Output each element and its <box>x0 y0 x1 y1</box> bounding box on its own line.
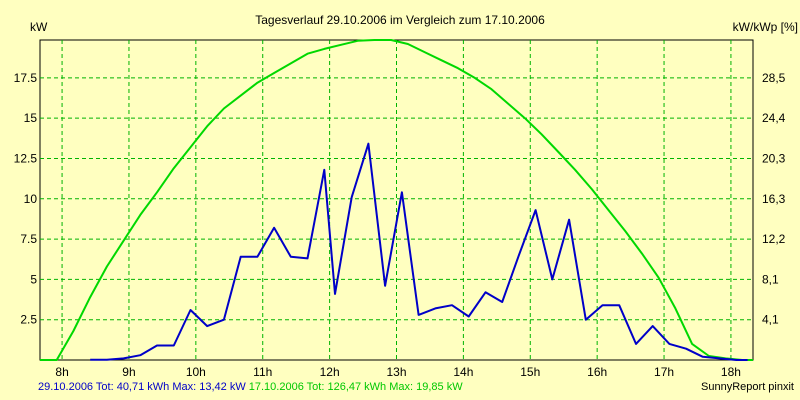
y-left-tick-label: 10 <box>24 192 38 206</box>
x-tick-label: 10h <box>186 365 206 379</box>
credit-label: SunnyReport pinxit <box>701 381 794 393</box>
legend: 29.10.2006 Tot: 40,71 kWh Max: 13,42 kW … <box>38 381 463 393</box>
y-right-tick-label: 28,5 <box>762 71 786 85</box>
y-left-tick-label: 5 <box>30 272 37 286</box>
x-tick-label: 17h <box>654 365 674 379</box>
y-left-tick-label: 12.5 <box>14 151 38 165</box>
y-right-tick-label: 12,2 <box>762 232 786 246</box>
y-right-tick-label: 24,4 <box>762 111 786 125</box>
y-right-tick-label: 20,3 <box>762 151 786 165</box>
y-left-tick-label: 17.5 <box>14 71 38 85</box>
x-tick-label: 9h <box>122 365 135 379</box>
y-right-tick-label: 4,1 <box>762 313 779 327</box>
y-right-tick-label: 16,3 <box>762 192 786 206</box>
y-axis-left-label: kW <box>30 20 48 34</box>
series-group <box>40 39 753 361</box>
x-tick-label: 15h <box>520 365 540 379</box>
x-tick-label: 18h <box>721 365 741 379</box>
x-tick-label: 12h <box>320 365 340 379</box>
y-right-tick-label: 8,1 <box>762 272 779 286</box>
legend-series-2: 17.10.2006 Tot: 126,47 kWh Max: 19,85 kW <box>248 381 463 393</box>
y-left-tick-label: 7.5 <box>20 232 37 246</box>
x-tick-label: 16h <box>587 365 607 379</box>
series-line-17-10-2006 <box>40 39 753 361</box>
series-line-29-10-2006 <box>90 142 748 361</box>
axis-ticks: 8h 9h 10h 11h 12h 13h 14h 15h 16h 17h 18h 2.5 5 7.5 10… <box>14 71 786 379</box>
plot-area <box>39 39 754 361</box>
x-tick-label: 14h <box>453 365 473 379</box>
x-tick-label: 11h <box>253 365 272 379</box>
y-left-tick-label: 15 <box>24 111 38 125</box>
y-axis-right-label: kW/kWp [%] <box>733 20 798 34</box>
x-tick-label: 13h <box>386 365 406 379</box>
chart-title: Tagesverlauf 29.10.2006 im Vergleich zum… <box>255 13 545 27</box>
x-tick-label: 8h <box>55 365 68 379</box>
legend-series-1: 29.10.2006 Tot: 40,71 kWh Max: 13,42 kW <box>38 381 246 393</box>
y-left-tick-label: 2.5 <box>20 313 37 327</box>
gridlines <box>40 40 753 360</box>
